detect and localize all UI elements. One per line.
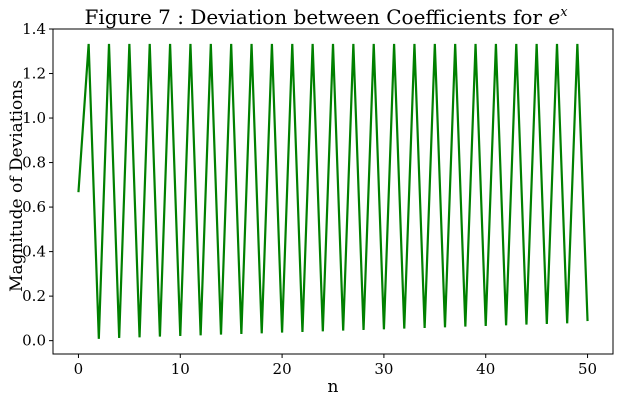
y-tick-label: 0.0 — [22, 332, 46, 350]
y-tick-label: 0.4 — [22, 243, 46, 261]
x-ticks: 0 10 20 30 40 50 — [74, 354, 597, 378]
y-tick-label: 0.8 — [22, 154, 46, 172]
series-line — [77, 43, 589, 339]
x-tick-label: 50 — [578, 360, 597, 378]
chart-title: Figure 7 : Deviation between Coefficient… — [84, 5, 568, 29]
x-tick-label: 10 — [171, 360, 190, 378]
y-tick-label: 0.6 — [22, 198, 46, 216]
series-group — [77, 43, 589, 339]
x-tick-label: 30 — [374, 360, 393, 378]
x-tick-label: 0 — [74, 360, 84, 378]
y-tick-label: 1.2 — [22, 65, 46, 83]
y-ticks: 0.0 0.2 0.4 0.6 0.8 1.0 1.2 1.4 — [22, 20, 53, 350]
y-tick-label: 1.0 — [22, 109, 46, 127]
x-tick-label: 20 — [273, 360, 292, 378]
y-tick-label: 0.2 — [22, 287, 46, 305]
x-tick-label: 40 — [476, 360, 495, 378]
y-axis-label: Magnitude of Deviations — [7, 80, 27, 292]
plot-frame — [52, 28, 614, 355]
chart-title-main: Figure 7 : Deviation between Coefficient… — [84, 5, 548, 29]
chart-title-math-sup: x — [560, 5, 568, 20]
y-tick-label: 1.4 — [22, 20, 46, 38]
chart-title-math-base: e — [548, 5, 560, 29]
x-axis-label: n — [328, 377, 339, 397]
